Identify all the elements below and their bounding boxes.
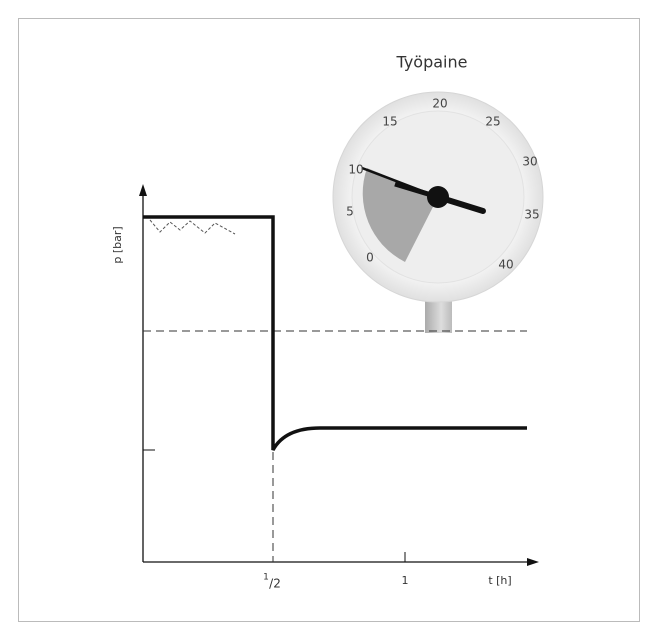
gauge-label: 15	[382, 115, 397, 129]
x-tick-label: 1	[402, 574, 409, 587]
x-arrow	[527, 558, 539, 566]
gauge-label: 20	[432, 97, 447, 111]
x-label: t [h]	[488, 574, 511, 587]
gauge-label: 30	[522, 155, 537, 169]
y-label: p [bar]	[111, 226, 124, 263]
frame	[18, 18, 640, 622]
gauge-label: 40	[498, 258, 513, 272]
x-tick-label: /2	[269, 577, 281, 591]
pressure-curve	[143, 215, 527, 451]
gauge-label: 25	[485, 115, 500, 129]
gauge-hub	[427, 186, 449, 208]
gauge-label: 0	[366, 251, 374, 265]
x-tick-sup: 1	[263, 573, 269, 583]
gauge-label: 5	[346, 205, 354, 219]
gauge-stem	[425, 298, 452, 333]
fluctuation	[149, 219, 236, 235]
title: Työpaine	[396, 53, 468, 72]
gauge-label: 10	[348, 163, 363, 177]
y-arrow	[139, 184, 147, 196]
gauge-label: 35	[524, 208, 539, 222]
